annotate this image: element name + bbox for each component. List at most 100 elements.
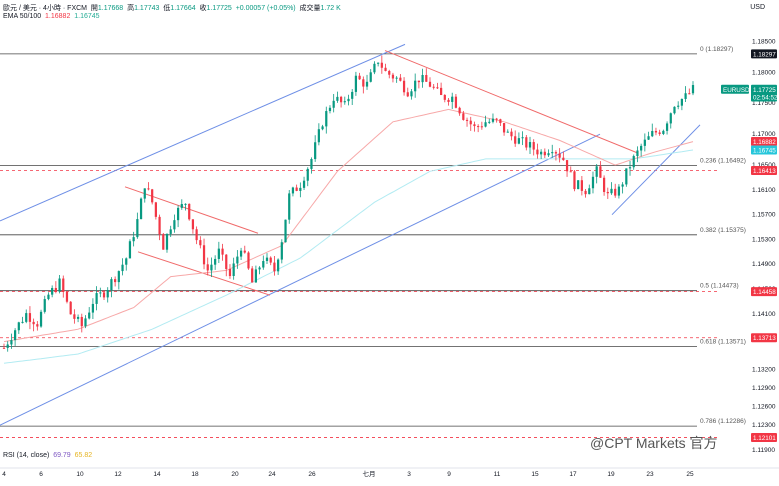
candle-body [602,177,606,192]
ema50-line [3,108,694,343]
candle-body [247,252,250,269]
open-label: 開 [90,5,98,12]
price-badge-label: 1.16413 [753,168,776,175]
ema-label: EMA 50/100 [3,13,42,20]
x-tick-label: 12 [114,471,122,478]
candle-body [680,98,683,106]
y-tick-label: 1.12300 [752,422,776,429]
candle-body [314,142,317,160]
price-badge [721,84,749,94]
candle-body [454,96,458,108]
candle-body [510,131,513,137]
candle-body [577,180,580,190]
candle-body [165,233,169,250]
candle-body [139,198,143,220]
candle-body [243,250,246,253]
candle-body [643,139,646,146]
candle-body [414,80,417,92]
candle-body [121,264,124,272]
candle-body [425,74,428,82]
x-tick-label: 10 [76,471,84,478]
candle-body [384,67,387,71]
close-value: 1.17725 [206,5,232,12]
candle-body [277,259,280,272]
candle-body [380,62,383,68]
candle-body [169,229,172,234]
rsi-value-1: 69.79 [53,452,71,459]
candle-body [551,152,554,154]
price-badge-label: 1.18297 [753,51,776,58]
y-tick-label: 1.13200 [752,366,776,373]
x-tick-label: 4 [2,471,6,478]
price-badge [751,333,777,343]
candle-body [232,263,235,276]
fib-label: 0.786 (1.12286) [700,418,746,425]
candle-body [617,186,621,196]
x-tick-label: 3 [407,471,411,478]
candle-body [665,123,669,131]
candle-body [514,136,517,144]
high-value: 1.17743 [134,5,160,12]
candle-body [558,153,561,158]
candle-body [32,321,35,325]
candle-body [99,292,102,294]
candle-body [462,113,465,120]
candle-body [484,122,487,127]
volume-value: 1.72 K [320,5,341,12]
x-tick-label: 11 [494,471,501,478]
candle-body [299,187,302,191]
candle-body [554,152,558,154]
candle-body [14,330,17,341]
candle-body [95,293,98,304]
candle-body [291,187,295,194]
candle-body [388,70,391,75]
candle-body [573,171,576,190]
y-tick-label: 1.15300 [752,236,776,243]
candle-body [562,157,565,161]
candle-body [465,119,469,121]
trendline-red [137,251,271,296]
close-label: 收 [199,5,207,12]
candle-body [188,203,191,220]
candle-body [488,121,491,123]
candle-body [36,324,39,327]
candle-body [117,271,120,283]
candle-body [480,126,483,128]
price-badge [751,49,777,59]
candle-body [73,314,76,319]
candle-body [262,261,265,268]
candle-body [673,106,676,114]
candle-body [636,150,639,157]
candle-body [628,167,632,169]
y-tick-label: 1.18000 [752,69,776,76]
price-badge [751,145,777,155]
price-badge-label: 1.16882 [753,139,776,146]
candle-body [39,311,43,327]
candle-body [128,241,132,259]
candle-body [10,340,13,345]
candle-body [43,299,46,312]
y-tick-label: 1.16500 [752,162,776,169]
candle-body [325,111,328,127]
candle-body [80,316,83,327]
price-badge-label: 02:54:52 [753,95,778,102]
change-value: +0.00057 (+0.05%) [235,5,296,12]
candle-body [214,258,217,265]
fib-label: 0.618 (1.13571) [700,339,746,346]
rsi-value-2: 65.82 [74,452,93,459]
candle-body [206,264,209,271]
candle-body [521,137,524,139]
candle-body [354,75,358,92]
candle-body [669,113,672,124]
x-tick-label: 14 [153,471,161,478]
y-tick-label: 1.12600 [752,404,776,411]
candle-body [406,92,409,97]
price-badge-label: EURUSD [723,87,750,94]
price-badge [751,166,777,176]
candle-body [358,75,361,80]
candle-body [106,290,109,298]
symbol-header: 歐元 / 美元 · 4小時 · FXCM 開1.17668 高1.17743 低… [3,3,341,13]
x-tick-label: 17 [569,471,577,478]
y-tick-label: 1.18500 [752,38,776,45]
